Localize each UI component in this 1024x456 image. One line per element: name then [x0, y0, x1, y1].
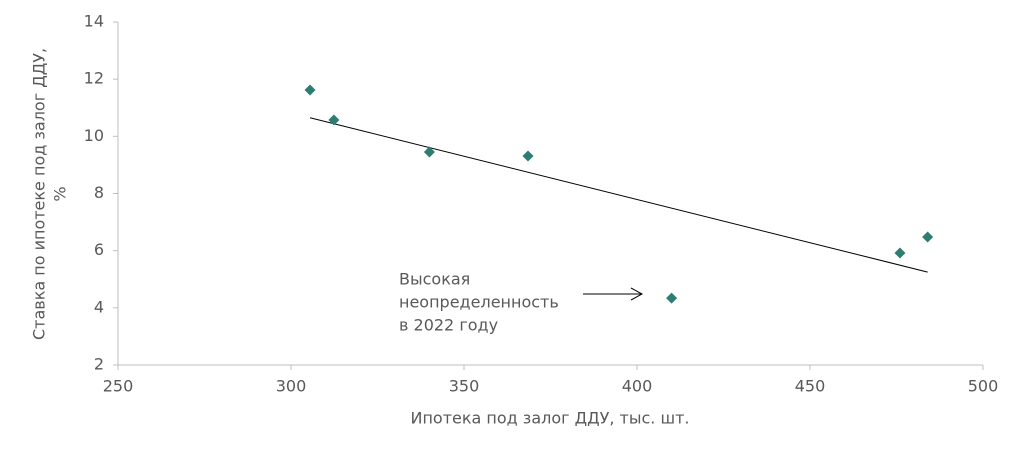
x-tick-label: 250 [103, 377, 134, 396]
x-tick-label: 500 [968, 377, 999, 396]
data-point [522, 150, 534, 162]
x-axis-label: Ипотека под залог ДДУ, тыс. шт. [410, 409, 689, 428]
data-point [922, 231, 934, 243]
data-point [423, 146, 435, 158]
y-tick-label: 4 [94, 297, 104, 316]
annotation-line: в 2022 году [399, 316, 498, 335]
y-tick-label: 6 [94, 240, 104, 259]
x-tick-label: 350 [449, 377, 480, 396]
trendline [309, 117, 928, 273]
y-axis-label: Ставка по ипотеке под залог ДДУ, % [30, 48, 70, 340]
y-axis-label-line: Ставка по ипотеке под залог ДДУ, [30, 48, 49, 340]
annotation-line: Высокая [399, 270, 470, 289]
y-tick-label: 2 [94, 355, 104, 374]
annotation-line: неопределенность [399, 293, 559, 312]
data-point [328, 114, 340, 126]
annotation-arrow [583, 287, 644, 301]
y-tick-label: 8 [94, 183, 104, 202]
data-point [666, 292, 678, 304]
y-tick-label: 12 [84, 69, 104, 88]
data-point [894, 247, 906, 259]
x-tick-label: 400 [622, 377, 653, 396]
y-tick-label: 10 [84, 126, 104, 145]
y-axis-label-line: % [51, 186, 70, 201]
y-tick-label: 14 [84, 12, 104, 31]
x-tick-label: 300 [276, 377, 307, 396]
x-tick-label: 450 [795, 377, 826, 396]
data-point [304, 84, 316, 96]
